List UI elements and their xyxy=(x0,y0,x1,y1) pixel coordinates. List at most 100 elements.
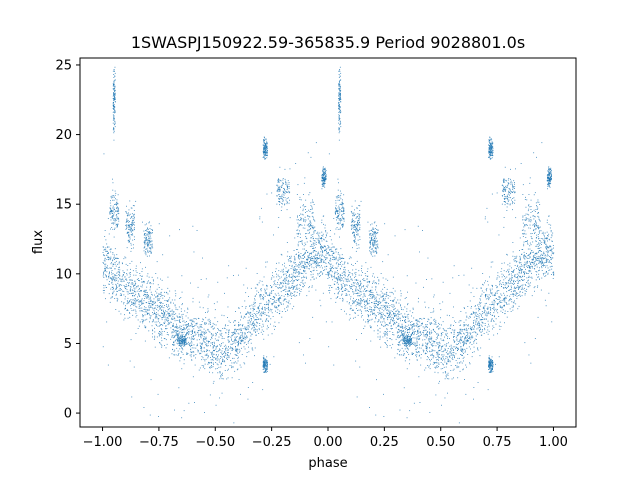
data-point xyxy=(332,246,334,248)
data-point xyxy=(484,329,486,331)
data-point xyxy=(545,259,547,261)
data-point xyxy=(266,328,268,330)
data-point xyxy=(380,315,382,317)
data-point xyxy=(417,330,418,331)
data-point xyxy=(375,305,376,307)
data-point xyxy=(347,278,349,280)
data-point xyxy=(361,310,362,312)
data-point xyxy=(366,281,368,283)
data-point xyxy=(222,360,224,362)
data-point xyxy=(343,277,345,278)
data-point xyxy=(225,352,227,354)
data-point xyxy=(171,353,173,355)
data-point xyxy=(201,365,203,366)
data-point xyxy=(209,371,210,373)
data-point xyxy=(158,305,160,307)
data-point xyxy=(111,273,113,275)
data-point xyxy=(447,361,449,362)
data-point xyxy=(529,276,531,278)
data-point xyxy=(271,290,273,292)
data-point xyxy=(436,326,438,328)
data-point xyxy=(171,332,173,334)
data-point xyxy=(112,260,113,262)
data-point xyxy=(506,287,508,288)
data-point xyxy=(355,273,357,275)
data-point xyxy=(338,277,340,279)
data-point xyxy=(546,248,547,249)
data-point xyxy=(201,335,203,337)
data-point xyxy=(192,335,194,337)
data-point xyxy=(165,347,167,349)
data-point xyxy=(365,321,367,323)
data-point xyxy=(388,309,390,311)
data-point xyxy=(416,345,417,346)
data-point xyxy=(395,302,397,304)
data-point xyxy=(419,325,421,327)
data-point xyxy=(519,258,521,260)
data-point xyxy=(308,254,310,256)
data-point xyxy=(256,330,258,332)
data-point xyxy=(237,353,239,354)
data-point xyxy=(139,321,141,323)
data-point xyxy=(112,273,114,275)
data-point xyxy=(507,264,509,266)
data-point xyxy=(518,280,519,282)
data-point xyxy=(471,335,473,337)
data-point xyxy=(479,305,481,307)
data-point xyxy=(212,325,214,327)
data-point xyxy=(542,273,544,274)
data-point xyxy=(549,227,551,229)
data-point xyxy=(147,309,149,311)
data-point xyxy=(516,286,518,288)
data-point xyxy=(279,277,281,279)
data-point xyxy=(517,293,519,294)
data-point xyxy=(273,276,275,278)
data-point xyxy=(462,329,464,330)
data-point xyxy=(300,288,302,290)
data-point xyxy=(462,349,463,350)
data-point xyxy=(114,279,115,281)
data-point xyxy=(289,295,291,296)
data-point xyxy=(331,275,333,277)
data-point xyxy=(174,354,175,356)
data-point xyxy=(534,261,536,263)
data-point xyxy=(284,262,285,264)
data-point xyxy=(156,336,158,338)
data-point xyxy=(208,362,210,363)
data-point xyxy=(251,313,253,315)
data-point xyxy=(205,338,207,339)
data-point xyxy=(299,241,301,242)
data-point xyxy=(247,311,249,313)
data-point xyxy=(281,254,283,256)
data-point xyxy=(392,320,393,321)
data-point xyxy=(477,316,479,317)
data-point xyxy=(438,347,439,349)
data-point xyxy=(490,291,491,293)
data-point xyxy=(356,293,357,294)
data-point xyxy=(426,346,428,347)
data-point xyxy=(371,297,373,299)
data-point xyxy=(163,314,165,316)
data-point xyxy=(234,338,236,340)
data-point xyxy=(506,282,508,284)
data-point xyxy=(167,287,169,289)
data-point xyxy=(339,274,341,276)
data-point xyxy=(199,326,201,328)
data-point xyxy=(344,285,345,287)
data-point xyxy=(127,317,129,319)
data-point xyxy=(243,346,245,348)
data-point xyxy=(542,257,544,258)
data-point xyxy=(214,338,216,340)
data-point xyxy=(549,269,551,271)
data-point xyxy=(114,248,116,250)
data-point xyxy=(441,357,442,359)
data-point xyxy=(465,331,467,333)
data-point xyxy=(110,288,112,290)
data-point xyxy=(252,306,254,308)
data-point xyxy=(497,333,498,335)
data-point xyxy=(518,270,520,272)
data-point xyxy=(372,296,373,298)
data-point xyxy=(452,354,454,355)
data-point xyxy=(535,259,537,260)
data-point xyxy=(145,289,147,291)
